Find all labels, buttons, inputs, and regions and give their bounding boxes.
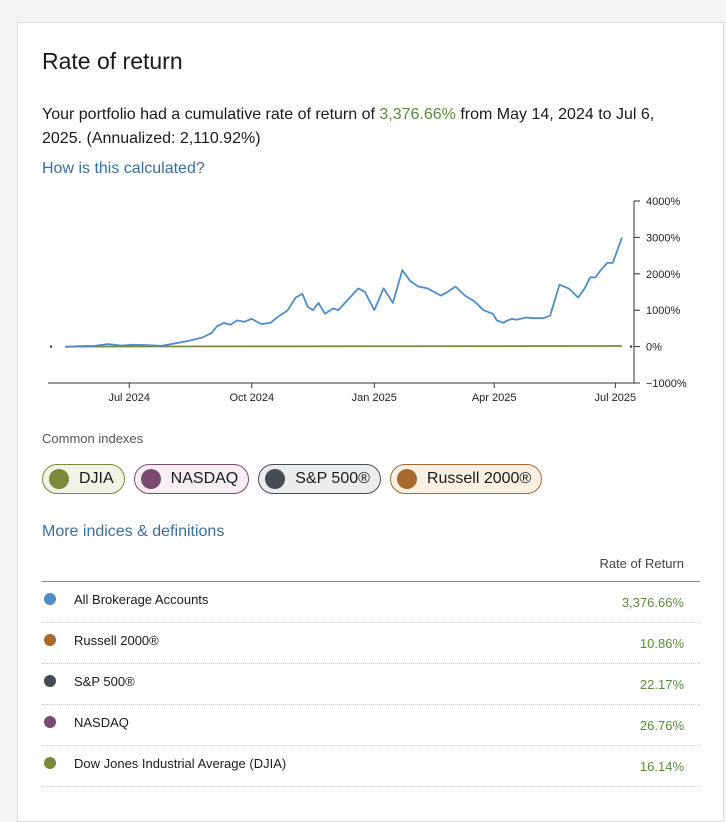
rate-of-return-header: Rate of Return <box>599 556 684 571</box>
table-row: NASDAQ 26.76% <box>42 705 700 746</box>
row-color-dot <box>44 634 56 646</box>
row-color-dot <box>44 675 56 687</box>
row-name: Dow Jones Industrial Average (DJIA) <box>74 756 287 771</box>
x-tick-label: Jul 2025 <box>595 392 637 404</box>
series-line-0 <box>65 237 623 348</box>
chip-color-dot <box>265 469 286 489</box>
chip-label: DJIA <box>79 470 114 487</box>
x-tick-label: Oct 2024 <box>229 392 274 404</box>
chip-color-dot <box>49 469 69 489</box>
x-tick-label: Jan 2025 <box>352 392 397 404</box>
chip-label: Russell 2000® <box>426 470 532 487</box>
row-value: 22.17% <box>639 677 684 692</box>
x-tick-label: Jul 2024 <box>108 392 150 404</box>
page-title: Rate of return <box>42 48 183 74</box>
summary-prefix: Your portfolio had a cumulative rate of … <box>42 106 380 123</box>
summary-text: Your portfolio had a cumulative rate of … <box>42 103 682 151</box>
chip-label: S&P 500® <box>295 470 370 487</box>
row-color-dot <box>44 593 56 605</box>
row-name: NASDAQ <box>74 715 129 730</box>
chip-label: NASDAQ <box>170 470 239 487</box>
table-header: Rate of Return <box>42 551 700 582</box>
row-color-dot <box>44 716 56 728</box>
index-chip-3[interactable]: Russell 2000® <box>389 464 543 494</box>
index-chip-2[interactable]: S&P 500® <box>258 464 381 494</box>
chip-color-dot <box>140 469 161 489</box>
zero-marker-left <box>49 345 53 348</box>
return-chart: 4000% 3000% 2000% 1000% 0% −1000% Jul 2024 Oct … <box>48 196 687 404</box>
y-tick-label: −1000% <box>646 378 687 390</box>
row-name: All Brokerage Accounts <box>74 592 209 607</box>
y-tick-label: 2000% <box>646 269 680 281</box>
row-value: 16.14% <box>639 759 684 774</box>
row-value: 3,376.66% <box>621 595 684 610</box>
cumulative-return-value: 3,376.66% <box>379 106 456 123</box>
summary-suffix: from May 14, 2024 to Jul 6, 2025. (Annua… <box>42 106 655 147</box>
row-value: 26.76% <box>639 718 684 733</box>
table-row: Russell 2000® 10.86% <box>42 623 700 664</box>
table-row: Dow Jones Industrial Average (DJIA) 16.14… <box>42 746 700 787</box>
index-chips: DJIA NASDAQ S&P 500® Russell 2000® <box>42 464 543 494</box>
y-tick-label: 3000% <box>646 232 680 244</box>
how-calculated-link[interactable]: How is this calculated? <box>42 160 205 177</box>
more-indices-link[interactable]: More indices & definitions <box>42 523 225 540</box>
returns-table: Rate of Return All Brokerage Accounts 3,3… <box>42 551 700 787</box>
common-indexes-label: Common indexes <box>42 431 144 446</box>
y-tick-label: 1000% <box>646 305 680 317</box>
index-chip-1[interactable]: NASDAQ <box>133 464 250 494</box>
series-line-1 <box>65 345 623 348</box>
zero-marker-right <box>629 345 633 348</box>
y-tick-label: 0% <box>646 342 662 354</box>
chip-color-dot <box>396 469 417 489</box>
row-name: S&P 500® <box>74 674 135 689</box>
table-body: All Brokerage Accounts 3,376.66% Russell 2… <box>42 582 700 787</box>
x-tick-label: Apr 2025 <box>472 392 517 404</box>
row-color-dot <box>44 757 56 769</box>
index-chip-0[interactable]: DJIA <box>42 464 125 494</box>
y-tick-label: 4000% <box>646 196 680 208</box>
row-name: Russell 2000® <box>74 633 159 648</box>
row-value: 10.86% <box>639 636 684 651</box>
table-row: S&P 500® 22.17% <box>42 664 700 705</box>
table-row: All Brokerage Accounts 3,376.66% <box>42 582 700 623</box>
rate-of-return-card: Rate of return Your portfolio had a cumu… <box>17 22 724 822</box>
